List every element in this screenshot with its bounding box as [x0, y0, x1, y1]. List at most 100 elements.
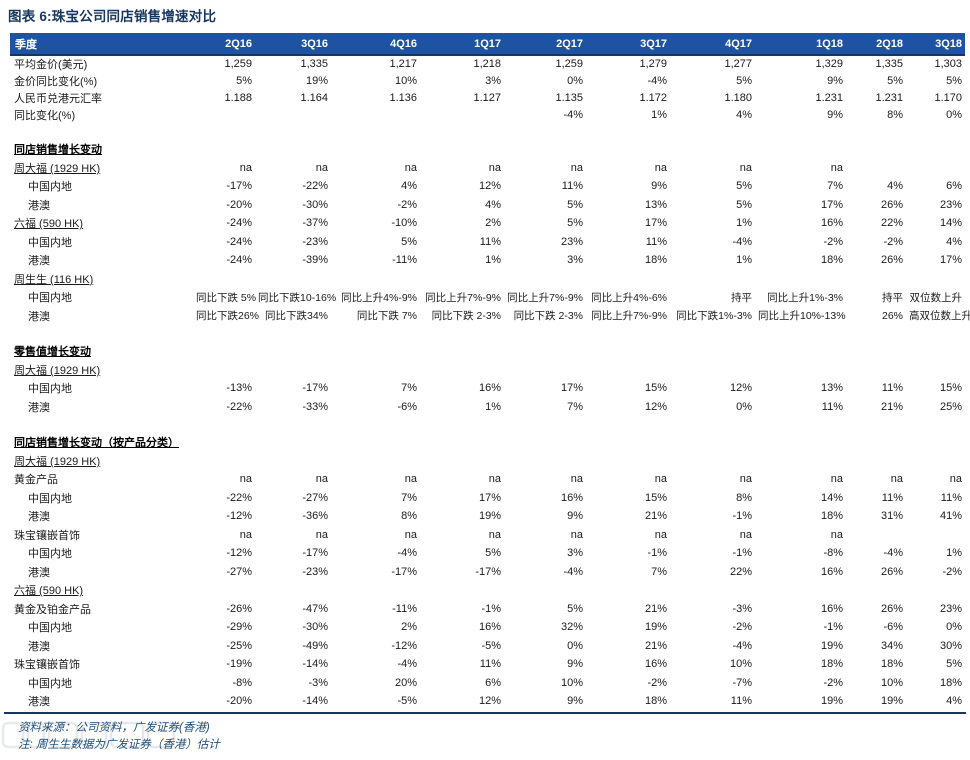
- value-cell: 1,259: [555, 58, 583, 70]
- value-cell: -23%: [302, 565, 328, 578]
- value-cell: -17%: [302, 547, 328, 560]
- table-row: 零售值增长变动: [10, 342, 965, 361]
- value-cell: [846, 433, 906, 452]
- value-cell: -2%: [823, 235, 843, 248]
- value-cell: 2%: [485, 217, 501, 230]
- value-cell: 同比下跌 2-3%: [513, 310, 583, 323]
- value-cell: 16%: [644, 658, 667, 671]
- row-label: 港澳: [28, 310, 50, 323]
- value-cell: 同比上升1%-3%: [767, 291, 843, 304]
- value-cell: 3%: [567, 254, 583, 267]
- value-cell: 9%: [567, 695, 583, 708]
- value-cell: 1,259: [224, 58, 252, 70]
- value-cell: 1%: [485, 254, 501, 267]
- value-cell: -22%: [226, 491, 252, 504]
- value-cell: 10%: [880, 676, 903, 689]
- value-cell: 11%: [881, 382, 903, 395]
- value-cell: -37%: [302, 217, 328, 230]
- value-cell: -24%: [226, 235, 252, 248]
- value-cell: 5%: [567, 602, 583, 615]
- value-cell: -2%: [942, 565, 962, 578]
- value-cell: -26%: [226, 602, 252, 615]
- row-label: 中国内地: [28, 181, 72, 194]
- value-cell: [255, 361, 331, 380]
- value-cell: 14%: [820, 491, 843, 504]
- value-cell: [193, 270, 255, 289]
- value-cell: [670, 452, 755, 471]
- value-cell: [846, 361, 906, 380]
- value-cell: 18%: [820, 254, 843, 267]
- value-cell: -4%: [563, 108, 583, 121]
- value-cell: na: [949, 473, 962, 486]
- value-cell: [255, 106, 331, 123]
- value-cell: 1%: [736, 217, 752, 230]
- value-cell: 11%: [561, 180, 583, 193]
- value-cell: na: [404, 473, 417, 486]
- row-label: 港澳: [28, 696, 50, 709]
- value-cell: 1.170: [934, 91, 962, 104]
- value-cell: 31%: [880, 510, 903, 523]
- value-cell: 11%: [479, 235, 501, 248]
- header-quarter: 1Q18: [755, 33, 846, 56]
- value-cell: -14%: [302, 695, 328, 708]
- value-cell: [331, 140, 420, 159]
- spacer-row: [10, 325, 965, 342]
- value-cell: -4%: [563, 565, 583, 578]
- value-cell: [586, 581, 670, 600]
- value-cell: -24%: [226, 254, 252, 267]
- value-cell: na: [890, 473, 903, 486]
- value-cell: 16%: [820, 602, 843, 615]
- value-cell: 7%: [567, 400, 583, 413]
- value-cell: 23%: [939, 602, 962, 615]
- value-cell: 26%: [880, 602, 903, 615]
- value-cell: -22%: [302, 180, 328, 193]
- row-label: 港澳: [28, 199, 50, 212]
- value-cell: 0%: [736, 400, 752, 413]
- value-cell: [846, 342, 906, 361]
- table-row: 周大福 (1929 HK): [10, 452, 965, 471]
- value-cell: -2%: [823, 676, 843, 689]
- value-cell: 10%: [729, 658, 752, 671]
- value-cell: [906, 159, 965, 178]
- table-row: 港澳 -24% -39% -11% 1% 3% 18% 1% 18% 26% 17%: [10, 251, 965, 270]
- value-cell: 1%: [485, 400, 501, 413]
- value-cell: 0%: [567, 639, 583, 652]
- value-cell: [755, 361, 846, 380]
- value-cell: [670, 140, 755, 159]
- value-cell: 4%: [736, 108, 752, 121]
- row-label: 中国内地: [28, 548, 72, 561]
- value-cell: 1.231: [875, 91, 903, 104]
- value-cell: 1.188: [224, 91, 252, 104]
- value-cell: [586, 433, 670, 452]
- value-cell: 12%: [478, 180, 501, 193]
- row-label: 港澳: [28, 566, 50, 579]
- row-label: 周生生 (116 HK): [14, 273, 94, 286]
- table-row: 港澳 -27% -23% -17% -17% -4% 7% 22% 16% 26% -2%: [10, 563, 965, 582]
- value-cell: 1.172: [639, 91, 667, 104]
- table-row: 中国内地 -22% -27% 7% 17% 16% 15% 8% 14% 11% 11%: [10, 489, 965, 508]
- table-row: 港澳 -22% -33% -6% 1% 7% 12% 0% 11% 21% 25%: [10, 398, 965, 417]
- value-cell: [906, 270, 965, 289]
- value-cell: [193, 106, 255, 123]
- value-cell: -4%: [732, 235, 752, 248]
- value-cell: -19%: [226, 658, 252, 671]
- value-cell: [846, 270, 906, 289]
- value-cell: 5%: [736, 74, 752, 87]
- header-quarter: 2Q16: [193, 33, 255, 56]
- header-quarter: 2Q17: [504, 33, 586, 56]
- table-row: 港澳 -25% -49% -12% -5% 0% 21% -4% 19% 34% 30%: [10, 637, 965, 656]
- value-cell: [193, 140, 255, 159]
- value-cell: -29%: [226, 621, 252, 634]
- value-cell: 6%: [485, 676, 501, 689]
- value-cell: -47%: [302, 602, 328, 615]
- value-cell: [331, 452, 420, 471]
- value-cell: [331, 581, 420, 600]
- value-cell: [846, 452, 906, 471]
- row-label: 同店销售增长变动: [14, 144, 102, 157]
- row-label: 中国内地: [28, 677, 72, 690]
- value-cell: 同比上升10%-13%: [758, 310, 846, 323]
- value-cell: -8%: [232, 676, 252, 689]
- value-cell: 9%: [827, 108, 843, 121]
- value-cell: na: [239, 161, 252, 174]
- value-cell: 7%: [651, 565, 667, 578]
